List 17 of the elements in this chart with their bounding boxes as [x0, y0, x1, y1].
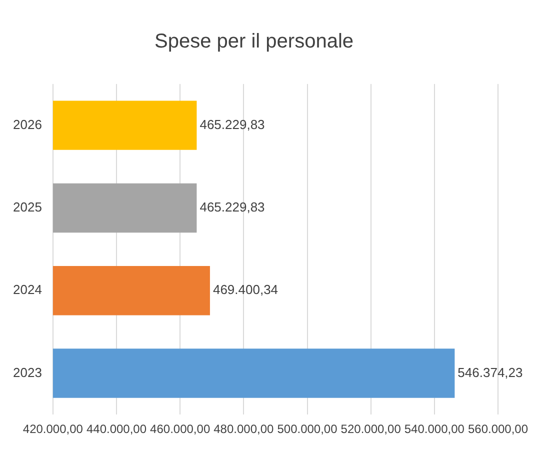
- chart-title: Spese per il personale: [154, 30, 354, 53]
- y-tick-label: 2024: [13, 282, 42, 298]
- x-tick-label: 460.000,00: [150, 422, 210, 436]
- y-tick-label: 2025: [13, 200, 42, 215]
- x-tick-label: 480.000,00: [214, 422, 274, 436]
- data-label: 465.229,83: [200, 116, 265, 132]
- data-label: 546.374,23: [458, 364, 523, 380]
- x-tick-label: 520.000,00: [340, 422, 402, 436]
- x-tick-label: 500.000,00: [277, 422, 338, 436]
- x-tick-label: 440.000,00: [86, 422, 147, 436]
- x-tick-label: 560.000,00: [468, 422, 528, 436]
- y-tick-label: 2023: [13, 364, 42, 380]
- x-tick-label: 540.000,00: [404, 422, 465, 436]
- x-tick-label: 420.000,00: [22, 422, 84, 436]
- data-label: 465.229,83: [200, 200, 265, 215]
- y-tick-label: 2026: [13, 116, 42, 132]
- data-label: 469.400,34: [212, 282, 278, 298]
